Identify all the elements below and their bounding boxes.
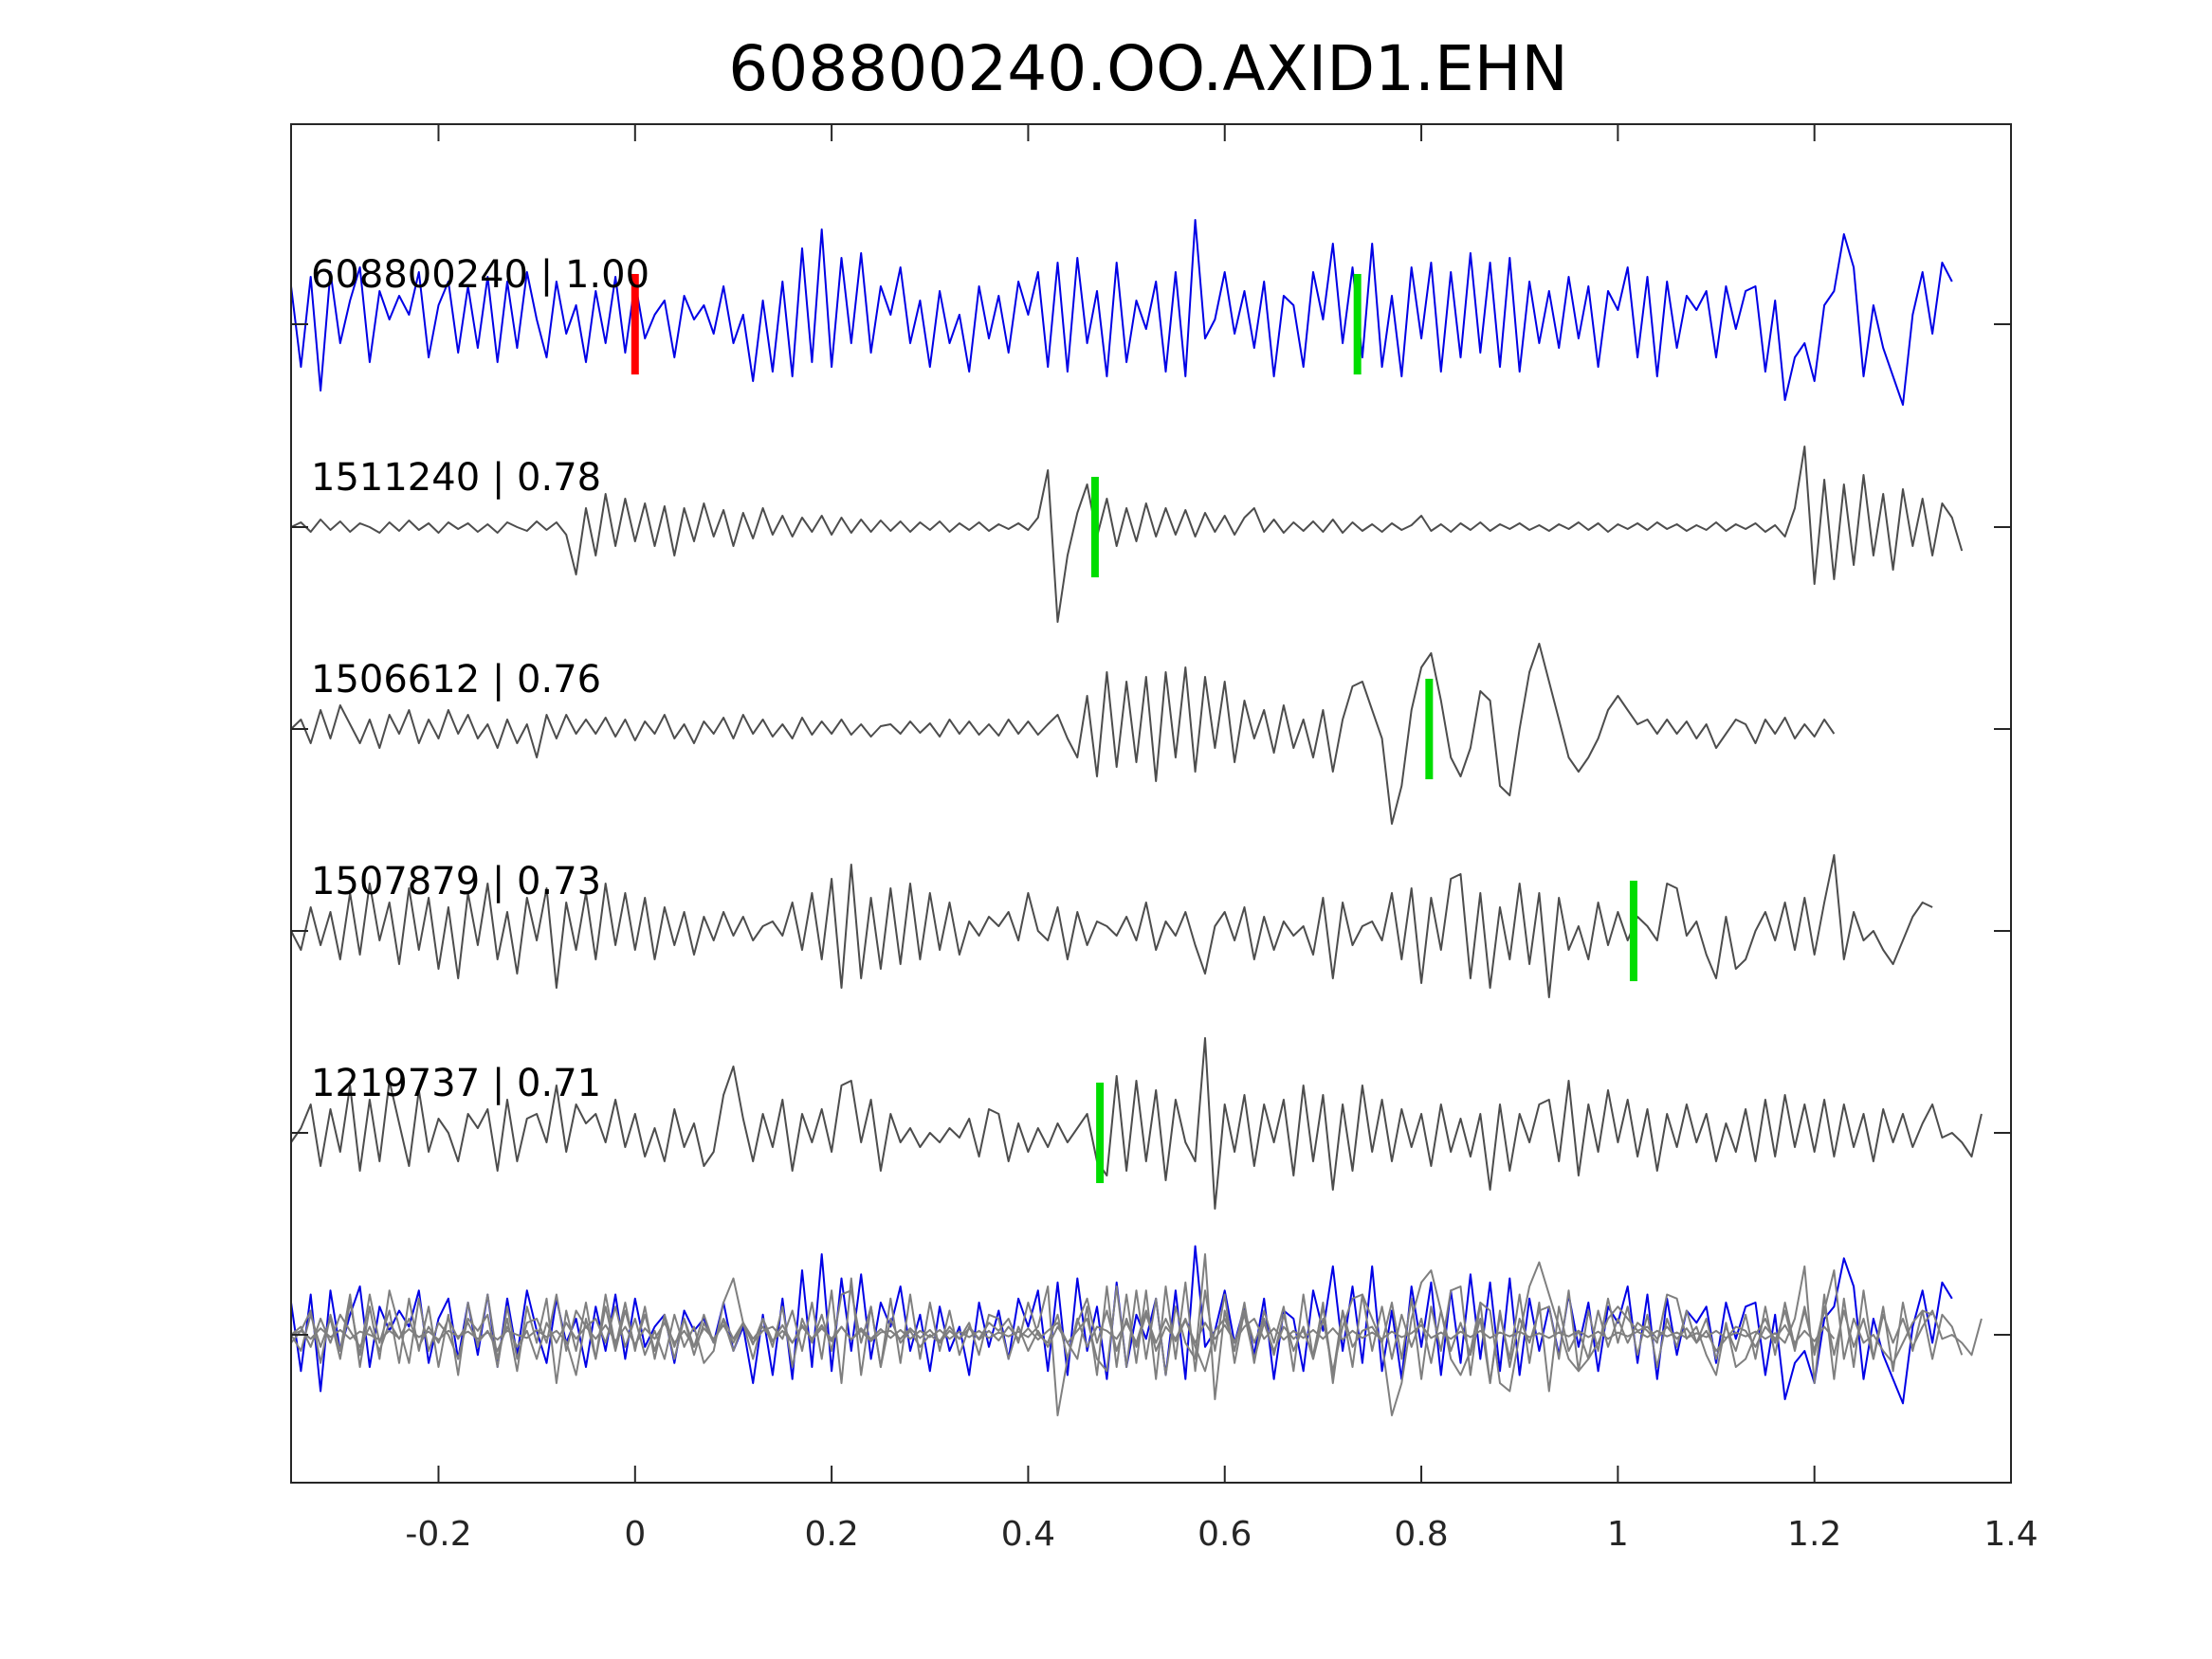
traces-layer — [290, 219, 1983, 1210]
x-tick-label: 0.8 — [1394, 1515, 1448, 1554]
trace-line-1511240 — [290, 446, 1964, 623]
x-tick-label: 0 — [624, 1515, 646, 1554]
overlay-line-1219737 — [290, 1253, 1983, 1400]
overlay-stack — [290, 1245, 1983, 1416]
trace-label-608800240: 608800240 | 1.00 — [311, 253, 649, 297]
x-axis: -0.2 0 0.2 0.4 0.6 0.8 1 1.2 1.4 — [405, 124, 2038, 1554]
axes-frame — [290, 123, 2012, 1484]
picks-layer — [631, 274, 1637, 1183]
trace-label-1506612: 1506612 | 0.76 — [311, 658, 601, 702]
trace-label-1507879: 1507879 | 0.73 — [311, 860, 601, 903]
x-tick-label: 1.2 — [1787, 1515, 1841, 1554]
trace-labels: 608800240 | 1.00 1511240 | 0.78 1506612 | … — [311, 253, 649, 1105]
x-tick-label: 1.4 — [1983, 1515, 2038, 1554]
trace-line-608800240 — [290, 219, 1953, 406]
x-tick-label: 0.2 — [804, 1515, 858, 1554]
x-tick-label: 1 — [1607, 1515, 1629, 1554]
trace-label-1511240: 1511240 | 0.78 — [311, 456, 601, 500]
trace-line-1219737 — [290, 1037, 1983, 1210]
plot-area: 608800240 | 1.00 1511240 | 0.78 1506612 | … — [290, 219, 1983, 1416]
y-axis-ticks — [291, 323, 2011, 1336]
trace-line-1507879 — [290, 854, 1933, 998]
overlay-line-1511240 — [290, 1265, 1964, 1416]
chart-title: 608800240.OO.AXID1.EHN — [728, 32, 1567, 105]
trace-line-1506612 — [290, 643, 1836, 825]
x-tick-label: -0.2 — [405, 1515, 471, 1554]
x-tick-label: 0.4 — [1001, 1515, 1055, 1554]
x-tick-label: 0.6 — [1197, 1515, 1252, 1554]
trace-label-1219737: 1219737 | 0.71 — [311, 1062, 601, 1105]
